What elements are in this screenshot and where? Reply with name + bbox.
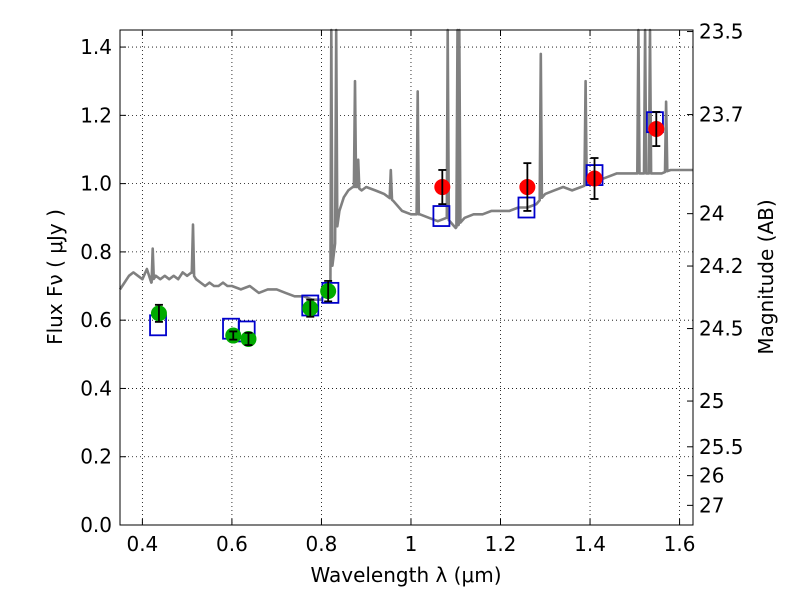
mag-tick-label: 25 [699,389,724,413]
y-tick-label: 1.0 [80,172,112,196]
mag-tick-label: 27 [699,493,724,517]
y2-axis-label: Magnitude (AB) [754,199,778,354]
y-tick-label: 1.2 [80,103,112,127]
model-box [432,205,451,227]
mag-tick-label: 25.5 [699,435,744,459]
y-tick-label: 0.2 [80,445,112,469]
x-axis-label: Wavelength λ (μm) [310,563,501,587]
x-tick-label: 1.2 [485,532,517,556]
plot-frame [119,29,694,526]
mag-tick-label: 26 [699,464,724,488]
axis-ticks: 0.4 0.6 0.8 1 1.2 1.4 1.6 0.0 0.2 0.4 0.6 0.8 1.0 1.2… [80,20,743,556]
y-tick-label: 0.4 [80,376,112,400]
x-tick-label: 0.4 [126,532,158,556]
y-tick-label: 0.8 [80,240,112,264]
mag-tick-label: 23.5 [699,20,744,44]
x-tick-label: 1 [405,532,418,556]
x-tick-label: 1.4 [574,532,606,556]
x-tick-label: 0.8 [306,532,338,556]
data-points [150,111,665,347]
grid [120,30,693,526]
mag-tick-label: 23.7 [699,103,744,127]
y-tick-label: 0.0 [80,513,112,537]
plot-area [120,30,693,525]
mag-tick-label: 24 [699,202,724,226]
y-tick-label: 0.6 [80,308,112,332]
y-tick-label: 1.4 [80,35,112,59]
y-axis-label: Flux Fν ( μJy ) [43,209,67,345]
mag-tick-label: 24.2 [699,254,744,278]
mag-tick-label: 24.5 [699,317,744,341]
x-tick-label: 0.6 [216,532,248,556]
x-tick-label: 1.6 [664,532,696,556]
